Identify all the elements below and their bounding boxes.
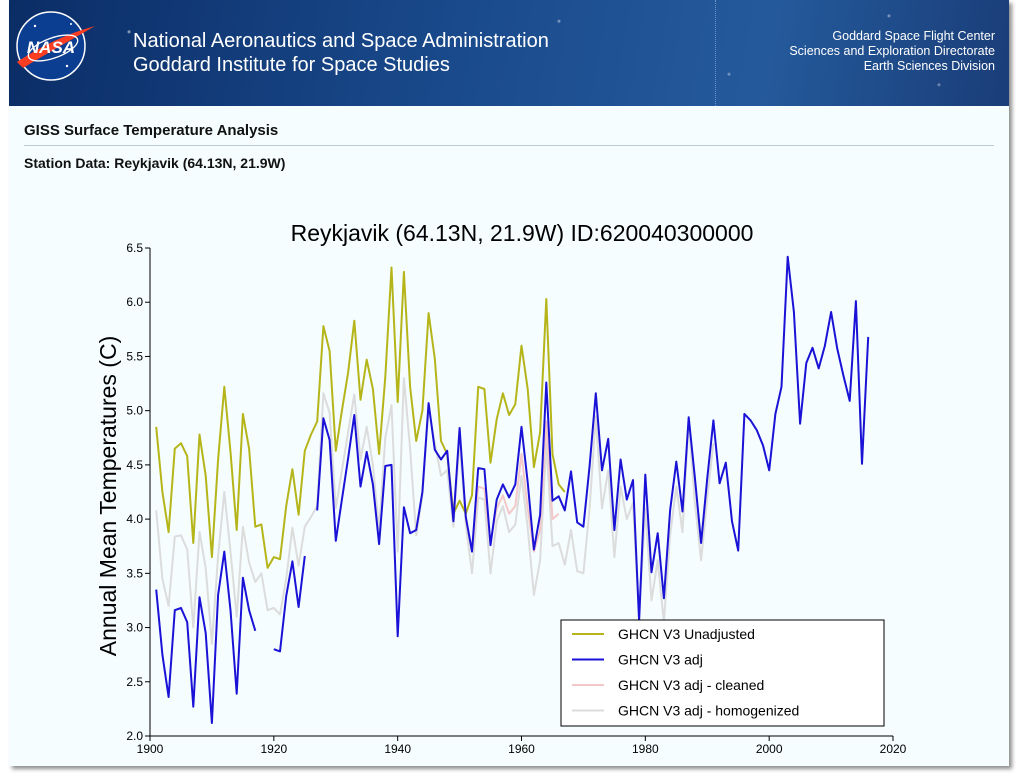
y-tick-label: 5.5 [126,349,143,363]
y-tick-label: 3.0 [126,621,143,635]
legend-label-ghcn-v3-adj: GHCN V3 adj [618,652,703,668]
series-line-ghcn-v3-adj-segment-2 [273,555,306,653]
legend: GHCN V3 Unadjusted GHCN V3 adj GHCN V3 adj… [560,619,885,727]
agency-title: National Aeronautics and Space Administr… [133,29,549,77]
series-line-ghcn-v3-adj-cleaned [464,420,560,553]
x-tick-label: 1980 [632,742,659,756]
x-tick-label: 2020 [880,742,907,756]
nasa-logo-text: NASA [27,38,75,57]
y-tick-label: 2.5 [126,675,143,689]
nasa-logo-icon[interactable]: NASA [11,6,97,84]
agency-line-2: Goddard Institute for Space Studies [133,54,450,76]
chart-title: Reykjavik (64.13N, 21.9W) ID:62004030000… [291,220,754,246]
y-tick-label: 4.0 [126,512,143,526]
x-tick-label: 2000 [756,742,783,756]
center-line-1[interactable]: Goddard Space Flight Center [832,29,995,43]
y-tick-label: 6.0 [126,295,143,309]
page-title: GISS Surface Temperature Analysis [24,122,279,139]
series-line-ghcn-v3-unadjusted [155,266,566,569]
legend-box [560,619,885,727]
center-line-2[interactable]: Sciences and Exploration Directorate [789,44,995,58]
y-tick-label: 6.5 [126,241,143,255]
center-line-3[interactable]: Earth Sciences Division [863,59,995,73]
x-tick-label: 1900 [137,742,164,756]
banner-starfield [9,0,1009,106]
axes-layer: 2.0 2.5 3.0 3.5 4.0 4.5 5.0 5.5 6.0 6.5 1900 1920 19… [126,241,906,756]
series-line-ghcn-v3-adj-homogenized [155,377,715,645]
legend-label-ghcn-v3-adj-homogenized: GHCN V3 adj - homogenized [618,703,799,719]
y-tick-label: 5.0 [126,404,143,418]
series-line-ghcn-v3-adj-segment-1 [155,550,257,724]
y-tick-label: 2.0 [126,729,143,743]
y-tick-label: 3.5 [126,566,143,580]
x-tick-label: 1920 [260,742,287,756]
banner-divider [715,0,716,106]
center-title: Goddard Space Flight Center Sciences and… [789,29,995,74]
legend-label-ghcn-v3-adj-cleaned: GHCN V3 adj - cleaned [618,677,764,693]
series-line-ghcn-v3-adj-segment-3 [316,255,870,638]
series-layer [155,255,870,724]
y-axis-label: Annual Mean Temperatures (C) [95,336,121,656]
station-label: Station Data: Reykjavik (64.13N, 21.9W) [24,155,286,171]
header-banner: NASA National Aeronautics and Space Admi… [9,0,1009,106]
page-frame: NASA National Aeronautics and Space Admi… [9,0,1009,766]
title-divider [24,145,994,146]
y-tick-label: 4.5 [126,458,143,472]
agency-line-1: National Aeronautics and Space Administr… [133,30,549,52]
x-tick-label: 1960 [508,742,535,756]
legend-label-ghcn-v3-unadjusted: GHCN V3 Unadjusted [618,626,755,642]
x-tick-label: 1940 [384,742,411,756]
